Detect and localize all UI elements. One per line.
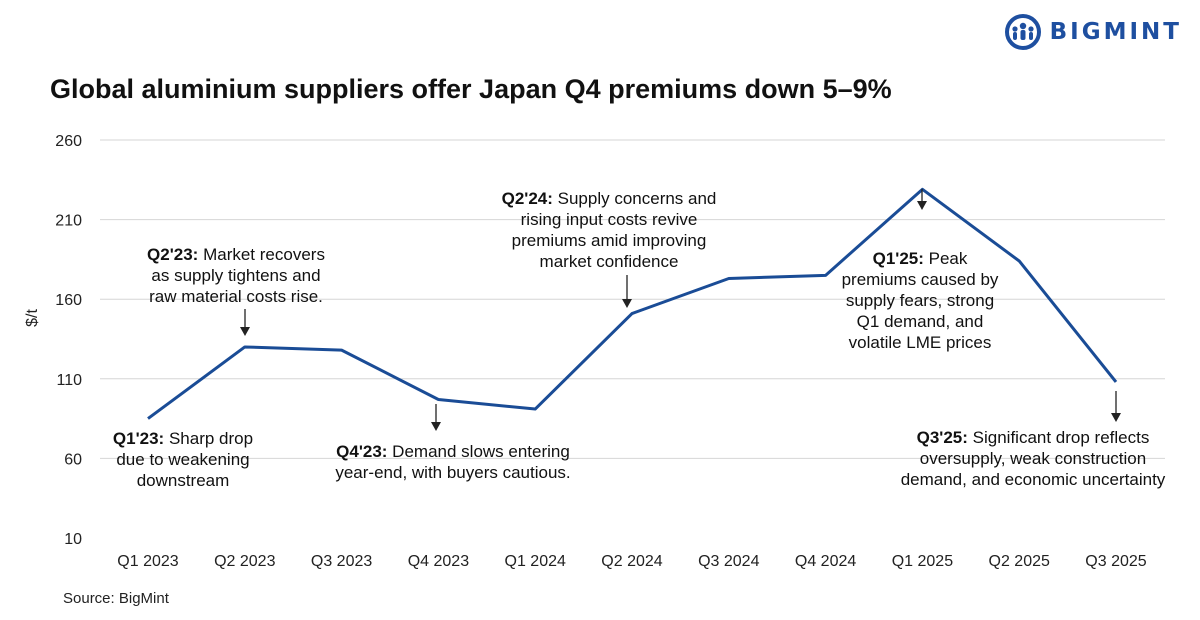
annotation-q1-2023: Q1'23: Sharp drop due to weakening downstr… [113, 428, 253, 491]
bigmint-logo-icon [1004, 14, 1041, 50]
annotation-line: raw material costs rise. [149, 287, 323, 306]
annotation-period: Q1'25: [872, 249, 924, 268]
annotation-line: Q1 demand, and [856, 312, 984, 331]
annotation-arrow-head [240, 327, 250, 336]
x-tick-label: Q2 2024 [601, 553, 662, 570]
annotation-period: Q4'23: [336, 442, 388, 461]
y-tick-label: 110 [56, 372, 82, 389]
annotation-q2-2023: Q2'23: Market recovers as supply tightens… [147, 244, 325, 307]
series-line [147, 187, 1118, 420]
annotation-q2-2024: Q2'24: Supply concerns and rising input c… [502, 188, 717, 272]
annotation-line: due to weakening [116, 450, 250, 469]
annotation-line: rising input costs revive [520, 210, 698, 229]
x-tick-label: Q1 2025 [892, 553, 953, 570]
annotation-q4-2023: Q4'23: Demand slows entering year-end, wi… [335, 441, 570, 483]
annotation-line: downstream [136, 471, 230, 490]
x-tick-label: Q1 2023 [117, 553, 178, 570]
annotation-q1-2025: Q1'25: Peak premiums caused by supply fear… [842, 248, 999, 353]
annotation-arrow-head [622, 299, 632, 308]
y-axis-label: $/t [24, 309, 41, 327]
annotation-period: Q2'23: [147, 245, 199, 264]
chart-title: Global aluminium suppliers offer Japan Q… [50, 74, 892, 104]
annotation-arrow-head [431, 422, 441, 431]
annotation-line: market confidence [539, 252, 679, 271]
annotation-line: premiums caused by [841, 270, 999, 289]
annotation-line: year-end, with buyers cautious. [335, 463, 571, 482]
annotation-line: Q2'24: Supply concerns and [501, 189, 717, 208]
x-tick-label: Q4 2023 [408, 553, 469, 570]
y-tick-label: 210 [55, 213, 82, 230]
annotation-line: premiums amid improving [511, 231, 707, 250]
annotation-line: volatile LME prices [848, 333, 992, 352]
annotation-line: Q1'25: Peak [872, 249, 968, 268]
y-tick-label: 260 [55, 133, 82, 150]
annotation-period: Q1'23: [112, 429, 165, 448]
x-tick-label: Q1 2024 [505, 553, 566, 570]
y-axis-ticks: 10 60 110 160 210 260 [55, 133, 82, 548]
annotation-line: oversupply, weak construction [919, 449, 1147, 468]
y-tick-label: 160 [55, 292, 82, 309]
annotation-line: supply fears, strong [845, 291, 995, 310]
source-note: Source: BigMint [63, 590, 169, 607]
annotation-period: Q2'24: [501, 189, 553, 208]
annotation-line: as supply tightens and [151, 266, 321, 285]
x-tick-label: Q3 2023 [311, 553, 372, 570]
x-tick-label: Q3 2025 [1085, 553, 1146, 570]
annotation-line: demand, and economic uncertainty [900, 470, 1166, 489]
annotation-line: Q2'23: Market recovers [147, 245, 325, 264]
x-tick-label: Q3 2024 [698, 553, 759, 570]
series-layer [147, 187, 1118, 420]
y-tick-label: 60 [64, 451, 82, 468]
x-tick-label: Q2 2023 [214, 553, 275, 570]
annotation-line: Q1'23: Sharp drop [112, 429, 254, 448]
brand-logo: BIGMINT [1004, 14, 1182, 50]
grid-lines [100, 139, 1165, 459]
annotation-q3-2025: Q3'25: Significant drop reflects oversupp… [901, 427, 1166, 490]
x-tick-label: Q2 2025 [989, 553, 1050, 570]
annotation-line: Q3'25: Significant drop reflects [916, 428, 1150, 447]
annotation-arrow-head [917, 201, 927, 210]
x-axis-ticks: Q1 2023 Q2 2023 Q3 2023 Q4 2023 Q1 2024 Q2 20… [117, 553, 1146, 570]
y-tick-label: 10 [64, 531, 82, 548]
annotation-line: Q4'23: Demand slows entering [336, 442, 570, 461]
annotation-period: Q3'25: [916, 428, 968, 447]
x-tick-label: Q4 2024 [795, 553, 856, 570]
annotation-arrows [240, 189, 1121, 431]
annotation-arrow-head [1111, 413, 1121, 422]
brand-name: BIGMINT [1049, 19, 1182, 45]
